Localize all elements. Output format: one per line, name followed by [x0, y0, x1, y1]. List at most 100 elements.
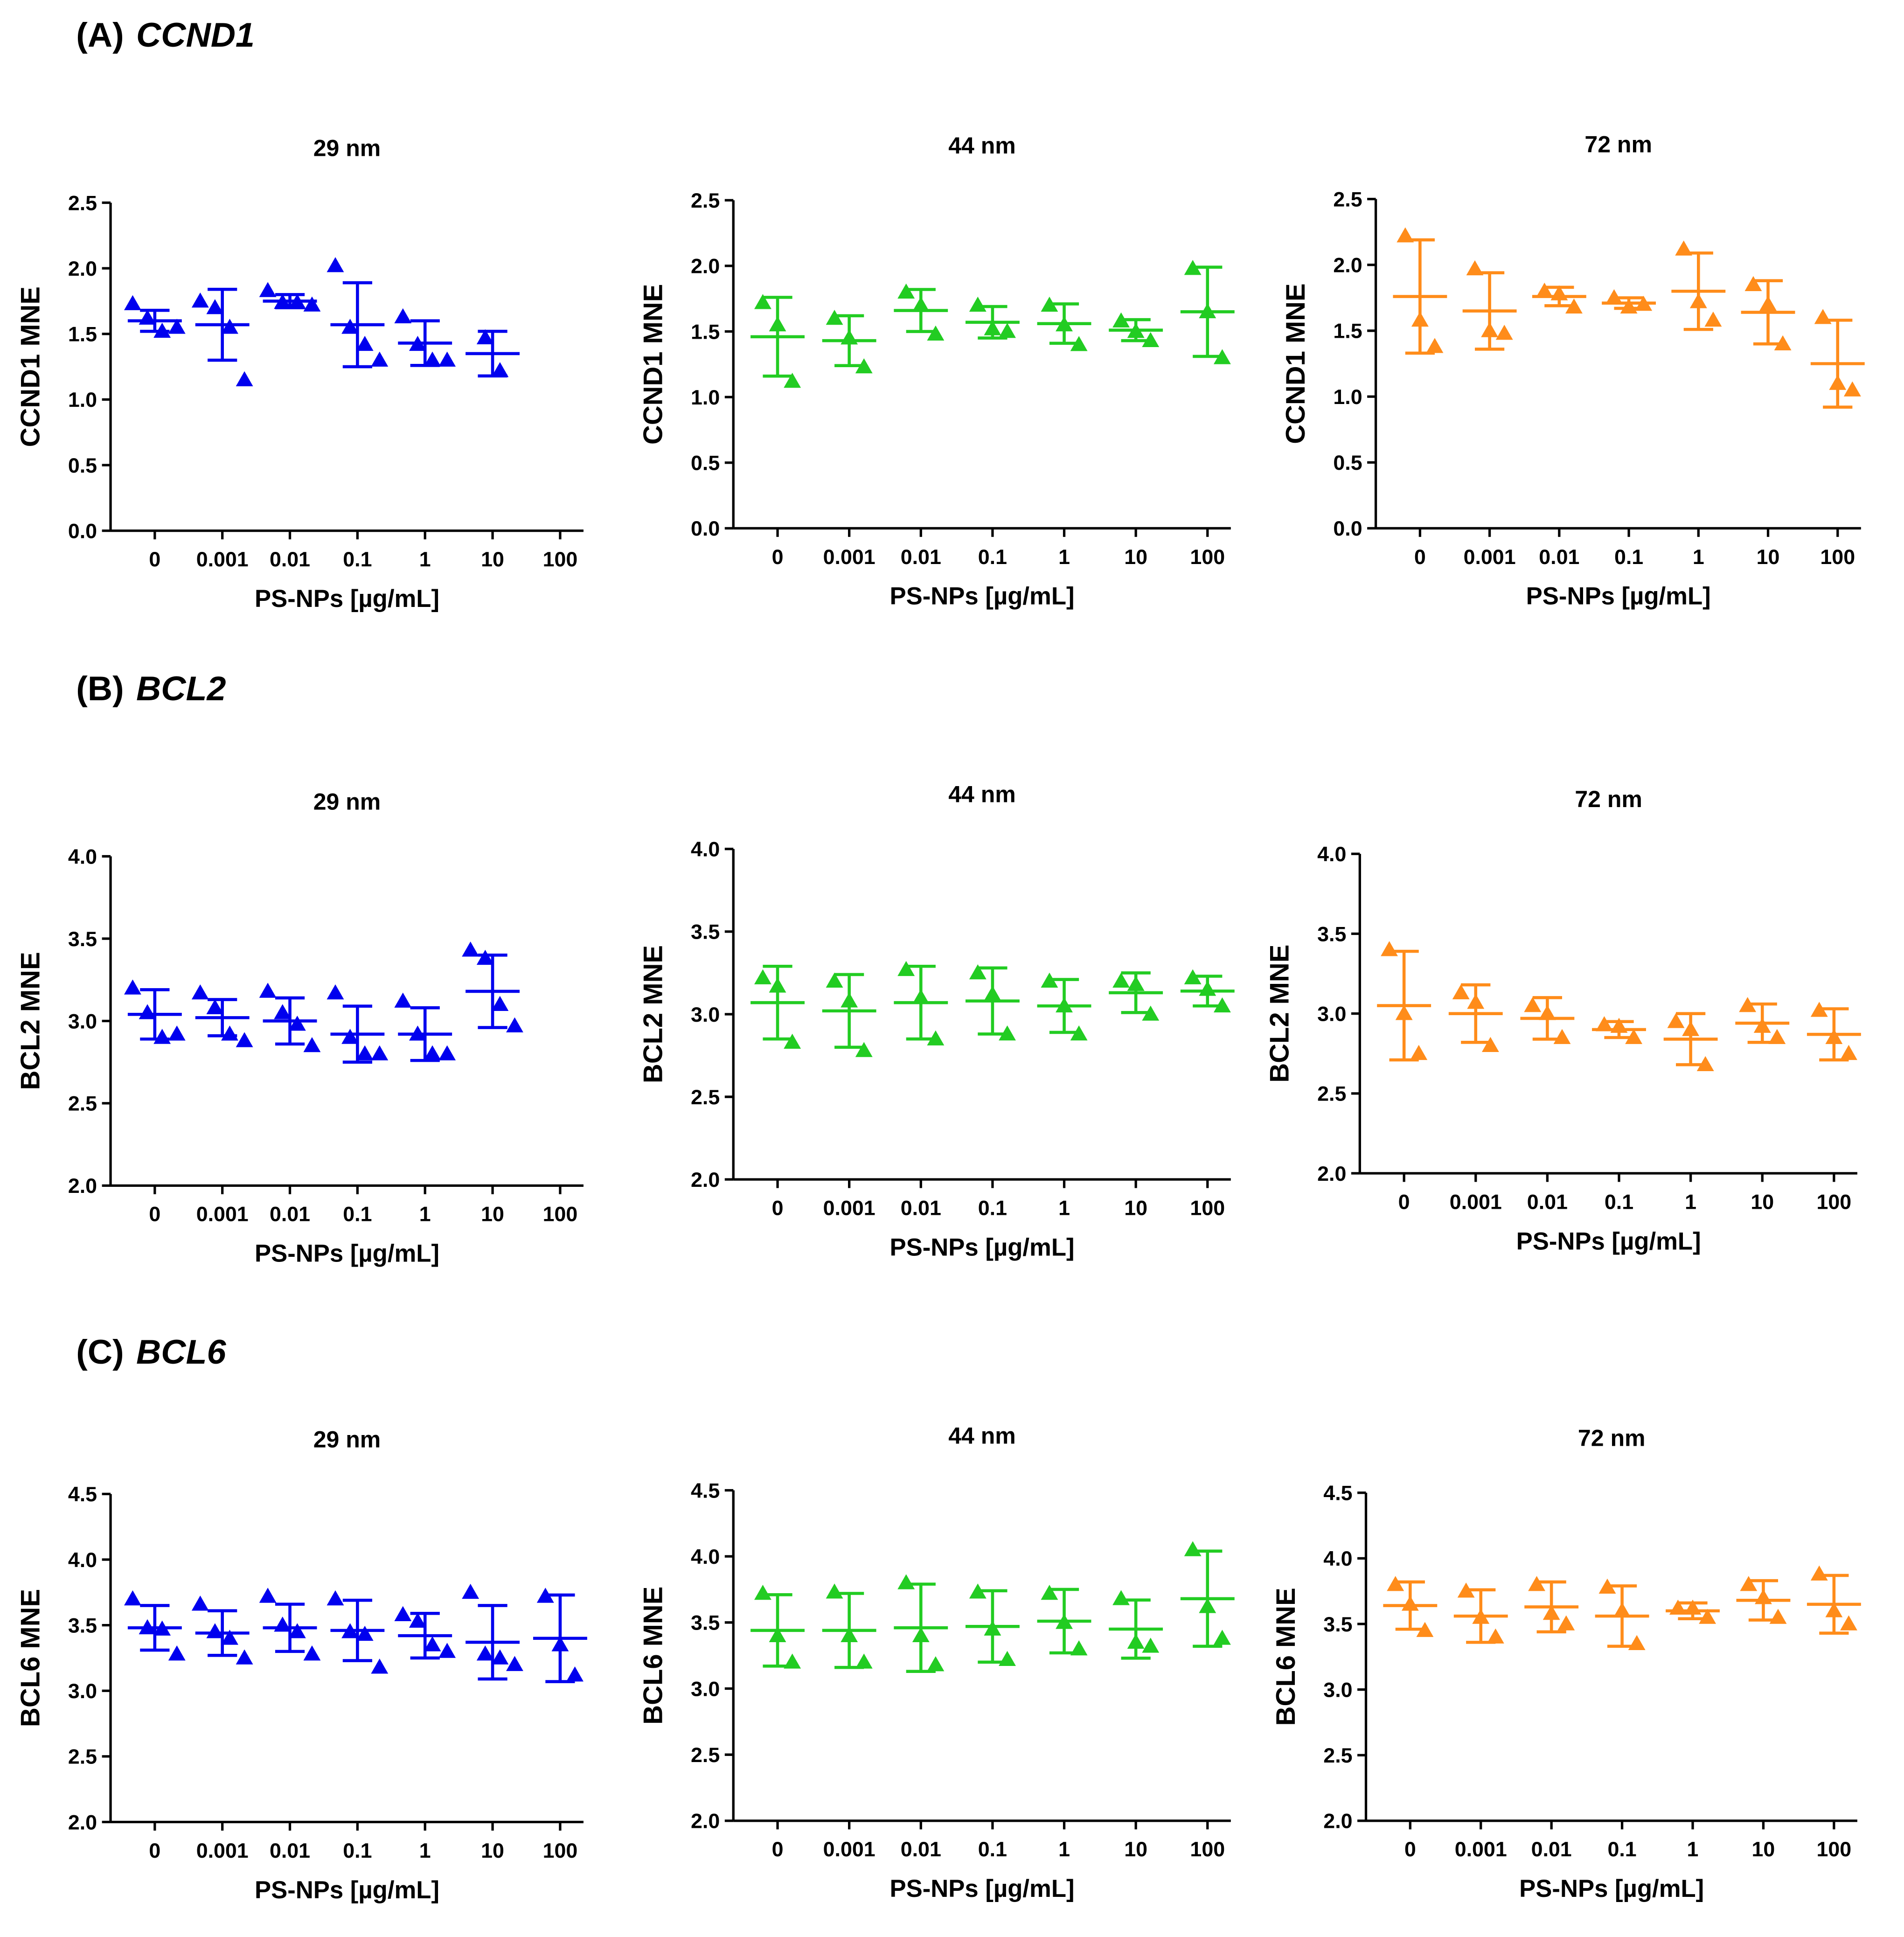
x-tick-label: 1 — [419, 1203, 431, 1226]
y-axis-label: BCL2 MNE — [15, 952, 45, 1090]
y-tick-label: 3.0 — [68, 1679, 97, 1703]
data-point — [969, 964, 987, 980]
x-tick-label: 10 — [1124, 545, 1147, 569]
data-point — [236, 1032, 253, 1047]
x-tick-label: 1 — [1058, 1838, 1070, 1861]
chart-title: 72 nm — [1578, 1425, 1646, 1451]
y-tick-label: 3.5 — [1317, 922, 1346, 946]
section-gene: BCL6 — [136, 1332, 227, 1371]
data-point — [897, 283, 915, 299]
x-tick-label: 1 — [1058, 545, 1070, 569]
chart-title: 29 nm — [313, 135, 381, 161]
data-point — [491, 996, 509, 1011]
data-point — [826, 309, 843, 325]
y-tick-label: 1.0 — [68, 388, 97, 411]
x-tick-label: 0.1 — [1607, 1838, 1636, 1861]
data-point — [1595, 1016, 1613, 1031]
x-tick-label: 10 — [1124, 1197, 1147, 1220]
data-point — [191, 984, 209, 1000]
data-point — [341, 319, 359, 334]
section-tag: (A) — [76, 15, 124, 54]
y-tick-label: 1.5 — [68, 323, 97, 346]
y-tick-label: 3.5 — [1323, 1613, 1352, 1636]
data-point — [1524, 997, 1542, 1012]
data-point — [462, 941, 479, 957]
section-label: (B) BCL2 — [76, 669, 226, 708]
y-tick-label: 0.5 — [1333, 451, 1362, 474]
y-tick-label: 4.5 — [68, 1483, 97, 1506]
chart-title: 44 nm — [948, 781, 1016, 808]
y-tick-label: 2.5 — [68, 191, 97, 215]
data-point — [371, 1045, 389, 1060]
y-tick-label: 1.0 — [1333, 385, 1362, 409]
data-point — [327, 984, 344, 1000]
x-axis-label: PS-NPs [µg/mL] — [890, 1233, 1075, 1261]
data-point — [754, 969, 771, 984]
x-tick-label: 1 — [1685, 1190, 1696, 1213]
y-tick-label: 2.0 — [68, 1174, 97, 1198]
chart-title: 29 nm — [313, 788, 381, 815]
data-point — [999, 323, 1016, 338]
data-point — [438, 1643, 456, 1658]
x-tick-label: 0.001 — [823, 545, 876, 569]
x-axis-label: PS-NPs [µg/mL] — [255, 1240, 439, 1268]
data-point — [221, 319, 238, 334]
y-tick-label: 2.5 — [68, 1745, 97, 1769]
data-point — [274, 1004, 292, 1019]
y-tick-label: 2.5 — [691, 189, 720, 212]
data-point — [259, 982, 277, 998]
data-point — [476, 1645, 494, 1661]
data-point — [303, 1645, 321, 1661]
data-point — [1744, 276, 1762, 291]
data-point — [1528, 1576, 1545, 1591]
x-axis-label: PS-NPs [µg/mL] — [1519, 1875, 1704, 1902]
data-point — [999, 1025, 1016, 1041]
data-point — [784, 372, 801, 388]
data-point — [438, 351, 456, 367]
y-axis-label: BCL6 MNE — [15, 1589, 45, 1727]
data-point — [1487, 1628, 1504, 1644]
data-point — [259, 1588, 277, 1603]
chart-title: 72 nm — [1575, 786, 1642, 812]
y-tick-label: 1.0 — [691, 386, 720, 409]
y-tick-label: 0.0 — [1333, 517, 1362, 540]
data-point — [394, 1606, 412, 1621]
x-tick-label: 10 — [481, 548, 504, 571]
data-point — [897, 961, 915, 976]
x-tick-label: 0 — [772, 545, 784, 569]
chart-title: 44 nm — [948, 132, 1016, 159]
y-tick-label: 2.5 — [1317, 1082, 1346, 1106]
data-point — [754, 294, 771, 309]
x-tick-label: 0.01 — [270, 548, 310, 571]
data-point — [236, 371, 253, 387]
x-tick-label: 100 — [1817, 1190, 1852, 1213]
y-tick-label: 4.0 — [691, 1545, 720, 1568]
data-point — [1840, 1615, 1857, 1630]
data-point — [1452, 984, 1470, 999]
data-point — [303, 296, 321, 312]
data-point — [206, 999, 224, 1015]
x-tick-label: 0.1 — [978, 1197, 1007, 1220]
data-point — [191, 1596, 209, 1611]
data-point — [124, 1590, 141, 1606]
x-tick-label: 10 — [481, 1203, 504, 1226]
data-point — [462, 1583, 479, 1599]
data-point — [1667, 1013, 1685, 1028]
x-tick-label: 1 — [419, 548, 431, 571]
y-tick-label: 0.5 — [68, 454, 97, 477]
x-axis-label: PS-NPs [µg/mL] — [255, 1876, 439, 1904]
x-tick-label: 10 — [1124, 1838, 1147, 1861]
data-point — [1843, 381, 1861, 397]
x-tick-label: 100 — [1190, 1197, 1225, 1220]
data-point — [1557, 1615, 1575, 1630]
y-tick-label: 2.0 — [1317, 1162, 1346, 1185]
y-tick-label: 2.0 — [1323, 1810, 1352, 1833]
data-point — [191, 293, 209, 308]
x-tick-label: 0.001 — [823, 1838, 876, 1861]
x-tick-label: 100 — [543, 1203, 578, 1226]
x-tick-label: 0.1 — [343, 548, 372, 571]
data-point — [491, 362, 509, 377]
x-axis-label: PS-NPs [µg/mL] — [1526, 583, 1711, 610]
